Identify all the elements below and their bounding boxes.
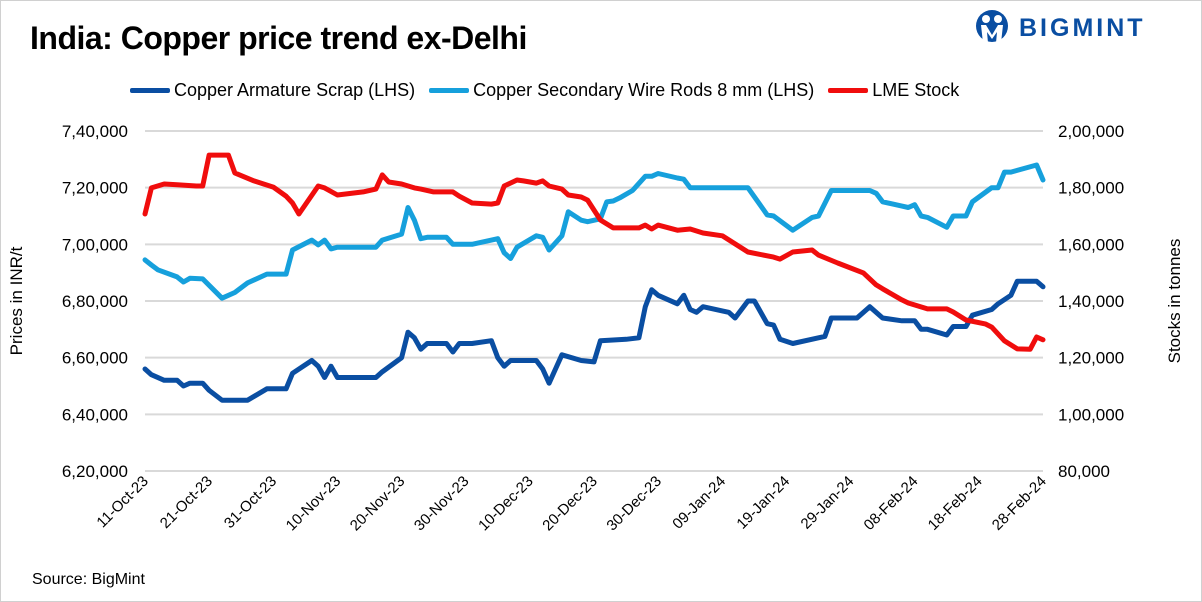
bigmint-logo-icon [976, 10, 1008, 43]
brand-logo: BIGMINT [975, 9, 1146, 47]
y-right-tick-label: 2,00,000 [1058, 122, 1124, 141]
x-tick-label: 08-Feb-24 [861, 473, 922, 534]
source-note: Source: BigMint [32, 571, 145, 588]
x-tick-label: 30-Dec-23 [603, 473, 665, 535]
legend-swatch [429, 88, 470, 93]
brand-name: BIGMINT [1019, 13, 1146, 42]
legend-item-wire-rods: Copper Secondary Wire Rods 8 mm (LHS) [429, 80, 814, 101]
x-tick-label: 19-Jan-24 [733, 473, 793, 533]
y-right-tick-label: 1,20,000 [1058, 349, 1124, 368]
x-tick-label: 29-Jan-24 [798, 473, 858, 533]
y-left-tick-label: 7,00,000 [62, 235, 128, 254]
legend-swatch [828, 88, 869, 93]
y-axis-right-title: Stocks in tonnes [1165, 239, 1184, 364]
y-left-tick-label: 6,40,000 [62, 405, 128, 424]
x-tick-label: 20-Dec-23 [539, 473, 601, 535]
y-left-tick-label: 7,20,000 [62, 179, 128, 198]
y-left-tick-label: 7,40,000 [62, 122, 128, 141]
x-tick-label: 18-Feb-24 [925, 473, 986, 534]
legend-item-lme-stock: LME Stock [828, 80, 959, 101]
legend-label: Copper Armature Scrap (LHS) [174, 80, 416, 100]
x-tick-label: 21-Oct-23 [157, 473, 216, 532]
legend: Copper Armature Scrap (LHS) Copper Secon… [130, 80, 959, 101]
series-line-lme-stock [142, 152, 1046, 352]
y-left-tick-label: 6,80,000 [62, 292, 128, 311]
series-line-copper-secondary-wire-rods-8-mm-lhs [142, 162, 1046, 301]
y-right-tick-label: 1,80,000 [1058, 179, 1124, 198]
x-tick-label: 30-Nov-23 [411, 473, 473, 535]
y-right-tick-label: 1,00,000 [1058, 405, 1124, 424]
y-left-tick-label: 6,60,000 [62, 349, 128, 368]
y-right-tick-label: 1,40,000 [1058, 292, 1124, 311]
y-right-tick-label: 80,000 [1058, 462, 1110, 481]
chart-title: India: Copper price trend ex-Delhi [30, 20, 527, 56]
legend-swatch [130, 88, 170, 93]
x-tick-label: 20-Nov-23 [347, 473, 409, 535]
x-tick-label: 10-Nov-23 [283, 473, 345, 535]
x-tick-label: 11-Oct-23 [93, 473, 151, 531]
y-right-tick-label: 1,60,000 [1058, 235, 1124, 254]
x-tick-label: 09-Jan-24 [669, 473, 729, 533]
x-tick-label: 31-Oct-23 [221, 473, 280, 532]
series-line-copper-armature-scrap-lhs [142, 278, 1046, 403]
legend-item-armature-scrap: Copper Armature Scrap (LHS) [130, 80, 415, 101]
x-tick-label: 28-Feb-24 [989, 473, 1050, 534]
y-left-tick-label: 6,20,000 [62, 462, 128, 481]
legend-label: LME Stock [872, 80, 960, 100]
x-tick-label: 10-Dec-23 [475, 473, 537, 535]
y-axis-left-title: Prices in INR/t [7, 246, 26, 355]
legend-label: Copper Secondary Wire Rods 8 mm (LHS) [473, 80, 815, 100]
